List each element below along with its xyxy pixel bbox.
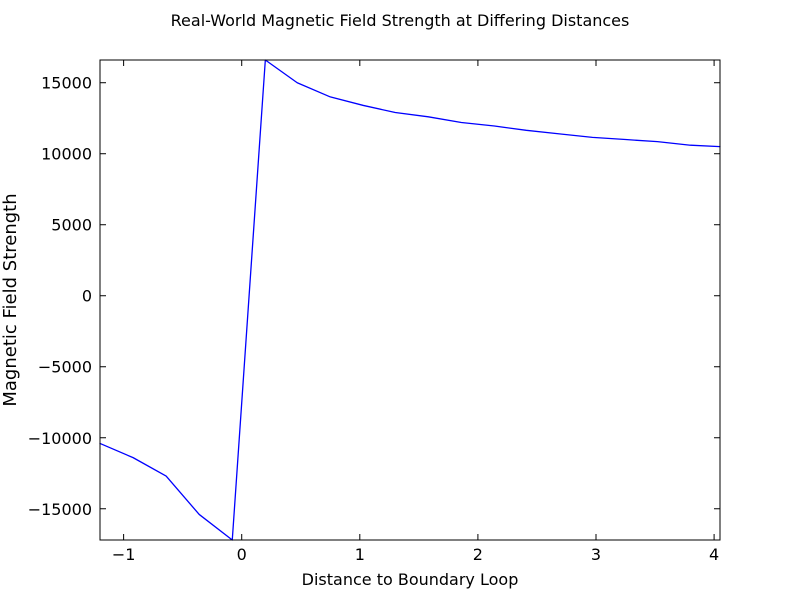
y-tick-label: 15000 xyxy=(41,74,92,93)
series-line xyxy=(99,59,721,541)
tick-layer: −1 0 1 2 3 4 −15000 −10000 −5000 0 5000 10000 15000 xyxy=(28,60,720,564)
x-tick-label: 2 xyxy=(473,545,483,564)
plot-frame xyxy=(99,59,721,541)
x-tick-label: 4 xyxy=(709,545,719,564)
x-tick-label: −1 xyxy=(112,545,136,564)
y-tick-label: −15000 xyxy=(28,500,92,519)
y-axis-label: Magnetic Field Strength xyxy=(0,193,21,406)
x-tick-label: 0 xyxy=(237,545,247,564)
y-tick-label: −10000 xyxy=(28,429,92,448)
x-tick-label: 3 xyxy=(591,545,601,564)
y-tick-label: 10000 xyxy=(41,145,92,164)
y-tick-label: 5000 xyxy=(51,216,92,235)
y-tick-label: 0 xyxy=(82,287,92,306)
y-tick-label: −5000 xyxy=(38,358,92,377)
chart-title: Real-World Magnetic Field Strength at Di… xyxy=(171,11,630,30)
series-layer xyxy=(99,59,721,541)
x-axis-label: Distance to Boundary Loop xyxy=(302,570,519,589)
x-tick-label: 1 xyxy=(355,545,365,564)
